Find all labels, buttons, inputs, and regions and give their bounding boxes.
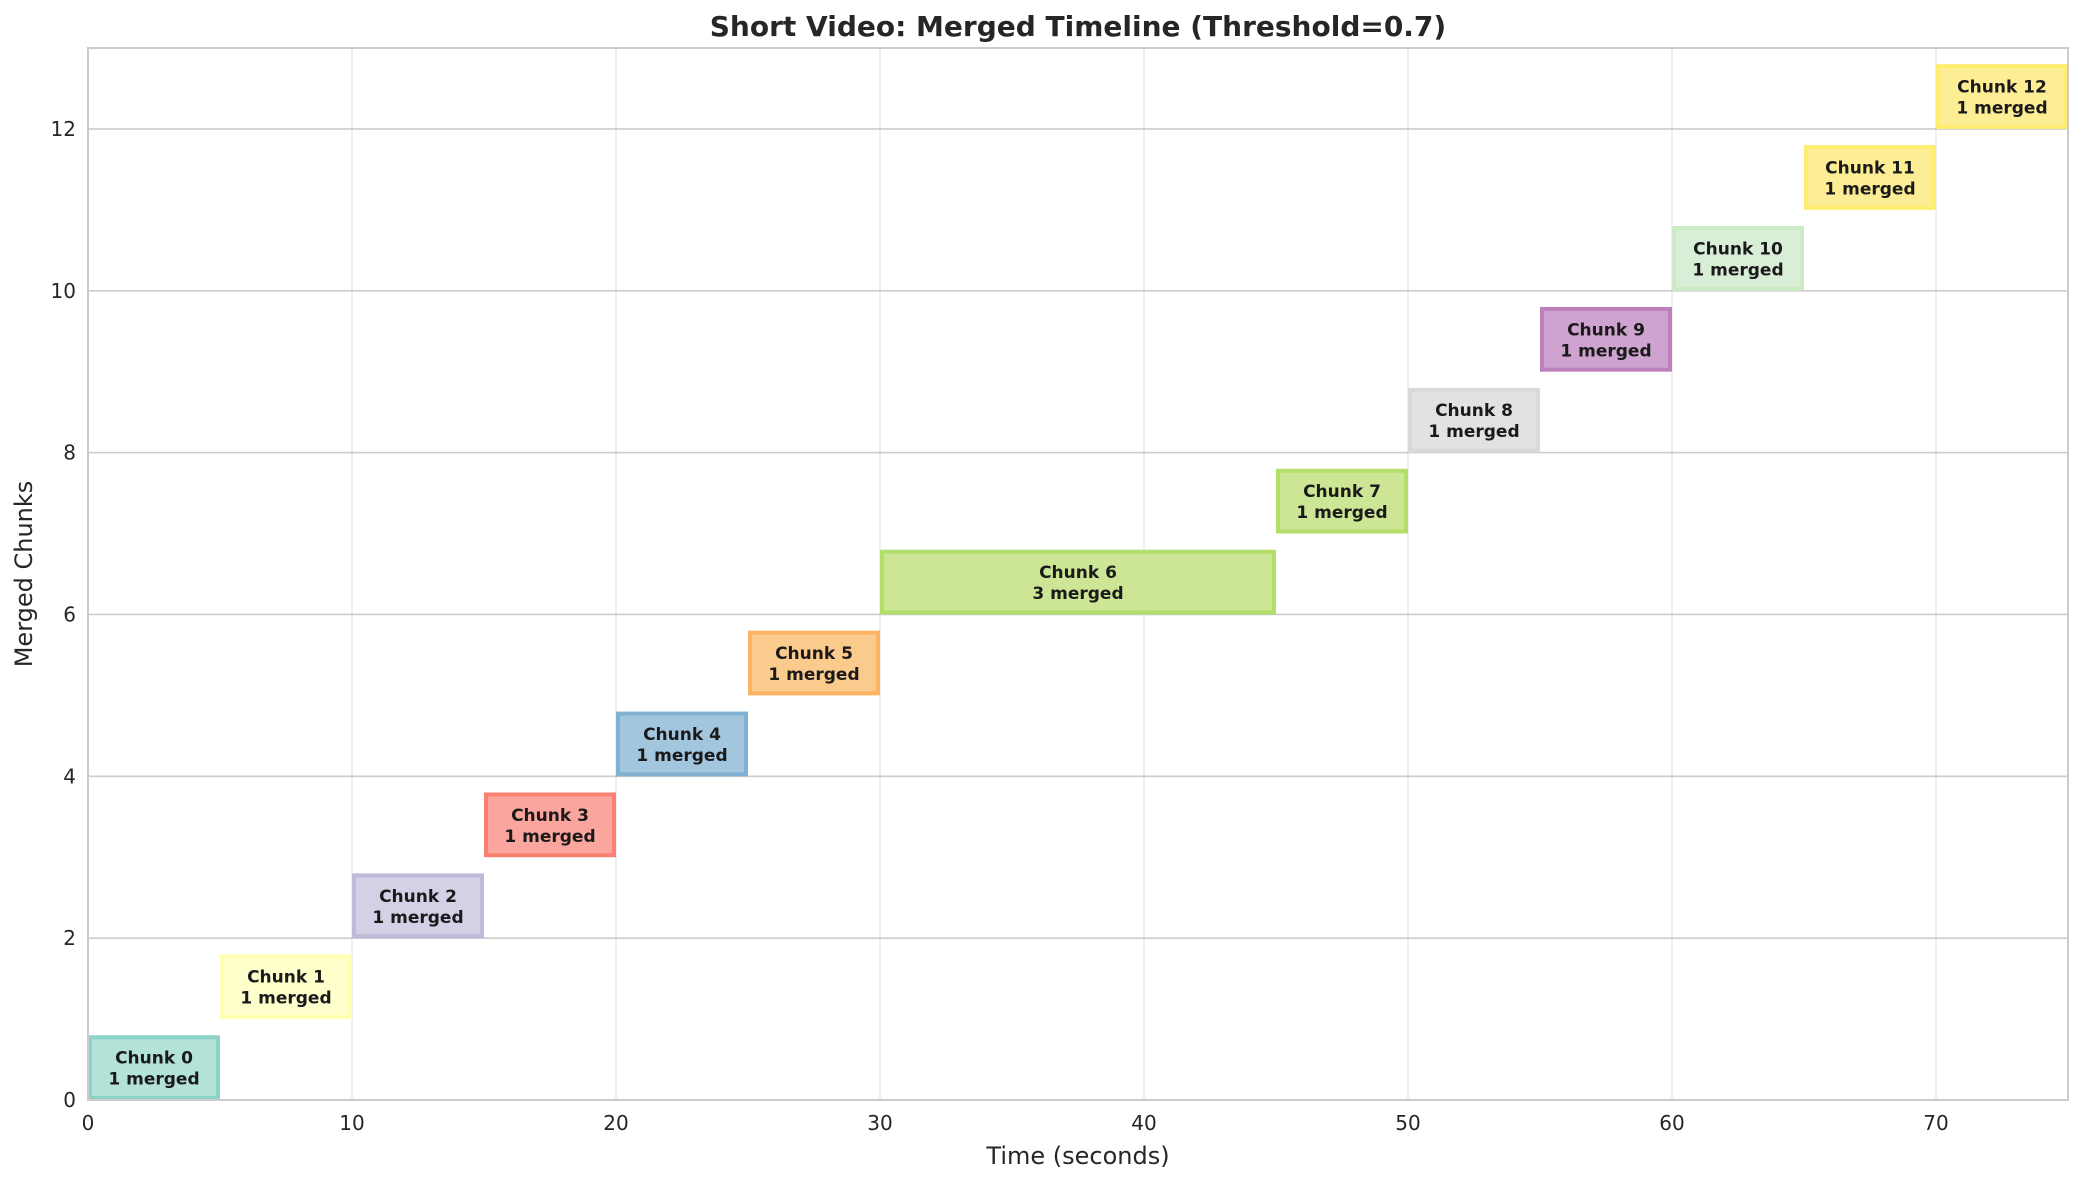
bar-sublabel: 1 merged <box>240 989 331 1009</box>
x-tick-label: 40 <box>1131 1111 1156 1135</box>
timeline-bar-group: Chunk 91 merged <box>1540 306 1672 372</box>
bar-sublabel: 1 merged <box>108 1070 199 1090</box>
bar-sublabel: 1 merged <box>1560 341 1651 361</box>
bar-sublabel: 1 merged <box>504 827 595 847</box>
timeline-bar-group: Chunk 11 merged <box>220 954 352 1020</box>
chart-title: Short Video: Merged Timeline (Threshold=… <box>710 10 1446 43</box>
x-tick-label: 70 <box>1923 1111 1948 1135</box>
timeline-bar-group: Chunk 01 merged <box>88 1035 220 1101</box>
bar-sublabel: 1 merged <box>372 908 463 928</box>
bar-label: Chunk 3 <box>511 806 589 826</box>
bar-label: Chunk 11 <box>1825 158 1915 178</box>
bar-label: Chunk 2 <box>379 887 457 907</box>
bar-label: Chunk 1 <box>247 968 325 988</box>
timeline-bar-group: Chunk 41 merged <box>616 711 748 777</box>
bar-label: Chunk 9 <box>1567 320 1645 340</box>
y-axis-label: Merged Chunks <box>10 481 38 668</box>
timeline-bar-group: Chunk 81 merged <box>1408 387 1540 453</box>
timeline-bar <box>1540 306 1672 372</box>
y-tick-label: 0 <box>63 1088 76 1112</box>
timeline-bar <box>484 792 616 858</box>
tick-labels: 0 10 20 30 40 50 60 70 0 2 4 6 8 10 12 <box>51 117 1949 1135</box>
timeline-bar-group: Chunk 121 merged <box>1936 64 2068 129</box>
timeline-bar <box>1804 145 1936 210</box>
x-tick-label: 30 <box>867 1111 892 1135</box>
bar-label: Chunk 0 <box>115 1049 193 1069</box>
bar-label: Chunk 4 <box>643 725 721 745</box>
y-tick-label: 12 <box>51 117 76 141</box>
bar-label: Chunk 12 <box>1957 78 2047 98</box>
x-tick-label: 50 <box>1395 1111 1420 1135</box>
timeline-bar <box>880 549 1276 615</box>
bar-sublabel: 1 merged <box>636 746 727 766</box>
axes-frame <box>87 47 2069 1101</box>
timeline-bar-group: Chunk 31 merged <box>484 792 616 858</box>
bar-sublabel: 1 merged <box>1296 503 1387 523</box>
y-tick-label: 4 <box>63 764 76 788</box>
bar-label: Chunk 10 <box>1693 239 1783 259</box>
timeline-bar-group: Chunk 101 merged <box>1672 226 1804 291</box>
x-axis-label: Time (seconds) <box>985 1142 1169 1170</box>
x-tick-label: 20 <box>603 1111 628 1135</box>
y-tick-label: 2 <box>63 926 76 950</box>
timeline-bar <box>1672 226 1804 291</box>
bar-sublabel: 3 merged <box>1032 584 1123 604</box>
plot-frame <box>87 47 2069 1101</box>
y-tick-label: 8 <box>63 441 76 465</box>
bar-sublabel: 1 merged <box>768 665 859 685</box>
timeline-bar <box>220 954 352 1020</box>
y-tick-label: 6 <box>63 602 76 626</box>
timeline-bar-group: Chunk 71 merged <box>1276 468 1408 534</box>
timeline-bar <box>1276 468 1408 534</box>
bar-label: Chunk 5 <box>775 644 853 664</box>
bar-label: Chunk 6 <box>1039 563 1117 583</box>
timeline-bar <box>748 630 880 696</box>
x-tick-label: 0 <box>82 1111 95 1135</box>
x-tick-label: 10 <box>339 1111 364 1135</box>
timeline-bar <box>1936 64 2068 129</box>
timeline-bar <box>88 1035 220 1101</box>
timeline-bar <box>1408 387 1540 453</box>
bar-sublabel: 1 merged <box>1824 179 1915 199</box>
timeline-bar-group: Chunk 111 merged <box>1804 145 1936 210</box>
bar-label: Chunk 8 <box>1435 401 1513 421</box>
x-tick-label: 60 <box>1659 1111 1684 1135</box>
bar-sublabel: 1 merged <box>1956 99 2047 119</box>
bar-sublabel: 1 merged <box>1692 260 1783 280</box>
timeline-bar-group: Chunk 21 merged <box>352 873 484 939</box>
timeline-bar-group: Chunk 63 merged <box>880 549 1276 615</box>
timeline-bar <box>352 873 484 939</box>
timeline-bar-group: Chunk 51 merged <box>748 630 880 696</box>
y-tick-label: 10 <box>51 279 76 303</box>
bar-label: Chunk 7 <box>1303 482 1381 502</box>
timeline-bar <box>616 711 748 777</box>
bar-sublabel: 1 merged <box>1428 422 1519 442</box>
